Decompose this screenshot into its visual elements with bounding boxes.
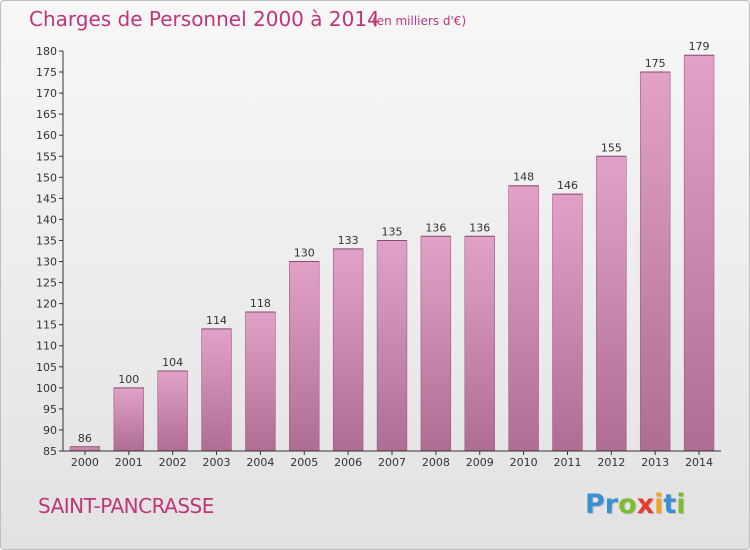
y-tick-label: 95 — [43, 403, 57, 416]
bar-2000 — [69, 446, 101, 452]
y-tick-label: 110 — [36, 340, 57, 353]
bar-2011 — [552, 193, 583, 452]
data-label: 179 — [689, 40, 710, 53]
x-tick-label: 2010 — [510, 456, 538, 469]
data-label: 104 — [162, 356, 183, 369]
y-tick-label: 145 — [36, 192, 57, 205]
x-tick-label: 2013 — [641, 456, 669, 469]
data-label: 114 — [206, 314, 227, 327]
y-tick-label: 140 — [36, 213, 57, 226]
data-label: 118 — [250, 297, 271, 310]
x-tick-label: 2008 — [422, 456, 450, 469]
logo-letter: i — [654, 489, 664, 520]
commune-name: SAINT-PANCRASSE — [38, 494, 214, 518]
bar-2014 — [683, 54, 715, 452]
y-tick-label: 130 — [36, 256, 57, 269]
logo-letter: P — [585, 489, 605, 520]
bar-2007 — [376, 240, 408, 452]
data-label: 136 — [425, 221, 446, 234]
bar-2004 — [245, 311, 276, 452]
bar-2005 — [289, 261, 320, 452]
y-tick-label: 175 — [36, 66, 57, 79]
bar-2002 — [157, 370, 188, 452]
logo-letter: o — [618, 489, 637, 520]
y-tick-label: 120 — [36, 298, 57, 311]
data-label: 133 — [338, 234, 359, 247]
data-label: 155 — [601, 141, 622, 154]
data-label: 148 — [513, 171, 534, 184]
x-tick-label: 2001 — [115, 456, 143, 469]
bar-2001 — [113, 387, 145, 452]
x-tick-label: 2004 — [246, 456, 274, 469]
chart-title: Charges de Personnel 2000 à 2014 — [29, 7, 380, 31]
x-tick-label: 2014 — [685, 456, 713, 469]
y-tick-label: 125 — [36, 277, 57, 290]
logo-letter: x — [636, 489, 655, 520]
x-tick-label: 2002 — [159, 456, 187, 469]
data-label: 175 — [645, 57, 666, 70]
y-tick-label: 165 — [36, 108, 57, 121]
data-label: 86 — [78, 432, 92, 445]
data-label: 130 — [294, 247, 315, 260]
logo-letter: t — [663, 489, 677, 520]
bar-2013 — [639, 71, 671, 452]
chart-subtitle: (en milliers d'€) — [372, 14, 467, 28]
x-tick-label: 2007 — [378, 456, 406, 469]
logo-letter: i — [676, 489, 686, 520]
x-tick-label: 2000 — [71, 456, 99, 469]
y-tick-label: 170 — [36, 87, 57, 100]
y-tick-label: 180 — [36, 45, 57, 58]
data-label: 146 — [557, 179, 578, 192]
y-tick-label: 155 — [36, 150, 57, 163]
bars: 86 100 104 114 118 130 133 135 136 136 148 146 155 17… — [69, 40, 715, 452]
logo-letter: r — [604, 489, 619, 520]
proxiti-logo: Proxiti — [585, 489, 686, 520]
data-label: 136 — [469, 221, 490, 234]
y-tick-label: 105 — [36, 361, 57, 374]
bar-2006 — [332, 248, 364, 452]
bar-2003 — [201, 328, 232, 452]
y-tick-label: 160 — [36, 129, 57, 142]
y-tick-label: 115 — [36, 319, 57, 332]
x-axis: 2000 2001 2002 2003 2004 2005 2006 2007 2008 2009… — [63, 450, 721, 469]
bar-2009 — [464, 235, 495, 452]
y-axis: 85 90 95 100 105 110 115 120 125 130 135 140 145 150 1… — [36, 45, 64, 458]
x-tick-label: 2011 — [553, 456, 581, 469]
bar-2008 — [420, 235, 452, 452]
y-tick-label: 90 — [43, 424, 57, 437]
y-tick-label: 135 — [36, 234, 57, 247]
bar-2012 — [596, 155, 627, 452]
x-tick-label: 2005 — [290, 456, 318, 469]
x-tick-label: 2012 — [597, 456, 625, 469]
x-tick-label: 2006 — [334, 456, 362, 469]
data-label: 100 — [118, 373, 139, 386]
y-tick-label: 150 — [36, 171, 57, 184]
data-label: 135 — [382, 225, 403, 238]
y-tick-label: 100 — [36, 382, 57, 395]
bar-2010 — [508, 185, 539, 452]
x-tick-label: 2009 — [466, 456, 494, 469]
x-tick-label: 2003 — [203, 456, 231, 469]
y-tick-label: 85 — [43, 445, 57, 458]
